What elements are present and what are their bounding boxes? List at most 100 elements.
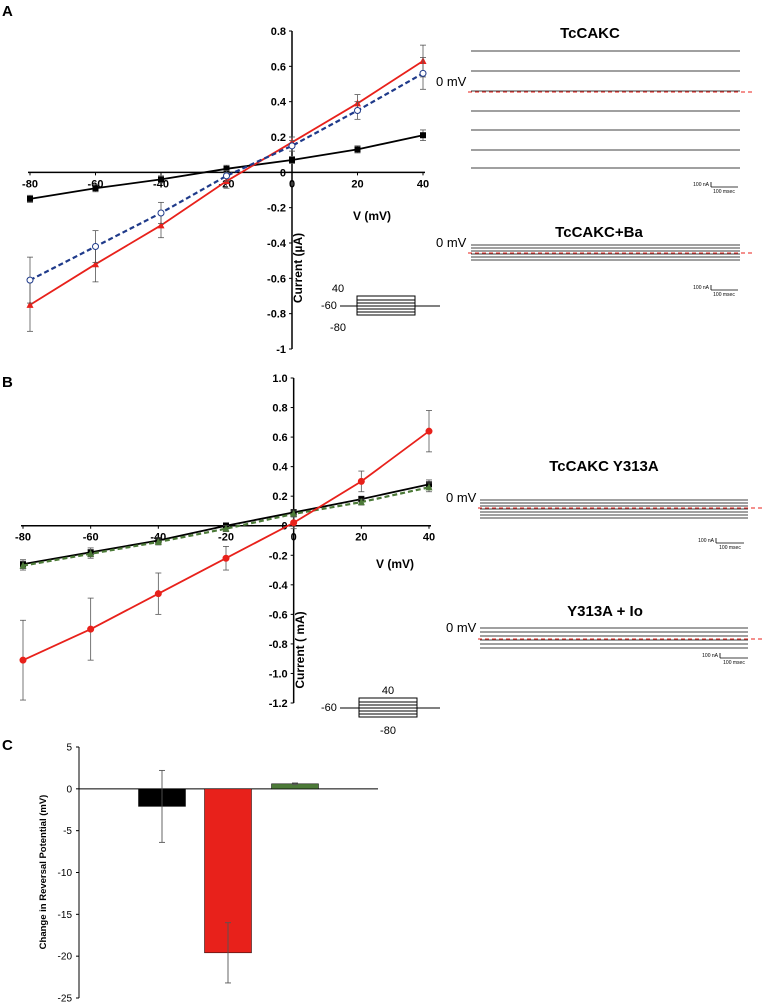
x-axis-label: V (mV) xyxy=(376,557,414,571)
data-point xyxy=(420,132,426,139)
zero-mv-label: 0 mV xyxy=(446,620,477,635)
y-tick-label: -0.2 xyxy=(269,550,288,562)
scale-time: 100 msec xyxy=(719,545,741,551)
data-point xyxy=(290,519,298,527)
y-axis-label: Current ( mA) xyxy=(293,611,307,688)
series-line xyxy=(22,430,430,661)
scale-bar: 100 nA 100 msec xyxy=(693,285,738,298)
data-point xyxy=(158,176,164,183)
data-point xyxy=(354,107,361,114)
x-tick-label: 40 xyxy=(423,532,435,544)
y-tick-label: -0.8 xyxy=(267,309,286,321)
zero-mv-label: 0 mV xyxy=(436,74,467,89)
y-tick-label: -0.4 xyxy=(269,580,289,592)
trace-panel-tccakc-ba: TcCAKC+Ba 0 mV 100 nA 100 msec xyxy=(436,224,754,298)
y-tick-label: 1.0 xyxy=(272,373,287,385)
scale-current: 100 nA xyxy=(698,538,715,544)
reversal-bar-chart: -25 -20 -15 -10 -5 0 5 Change in Reversal Poten… xyxy=(38,743,378,1005)
data-point xyxy=(222,554,230,562)
x-axis-label: V (mV) xyxy=(353,209,391,223)
y-tick-label: -1.0 xyxy=(269,668,288,680)
y-tick-label: 0.8 xyxy=(271,26,286,38)
y-tick-label: -0.2 xyxy=(267,203,286,215)
protocol-left-label: -60 xyxy=(321,300,337,312)
y-tick-label: 0.6 xyxy=(272,432,287,444)
x-tick-label: 0 xyxy=(289,178,295,190)
data-point xyxy=(425,427,433,435)
y-tick-label: -0.8 xyxy=(269,639,288,651)
x-tick-label: 20 xyxy=(355,532,367,544)
protocol-bottom-label: -80 xyxy=(380,725,396,737)
scale-current: 100 nA xyxy=(702,653,719,659)
data-point xyxy=(157,221,165,229)
x-tick-label: -80 xyxy=(22,178,38,190)
voltage-protocol-b: 40 -60 -80 xyxy=(321,685,440,737)
trace-title: Y313A + Io xyxy=(567,603,643,620)
protocol-left-label: -60 xyxy=(321,702,337,714)
iv-chart-b: -1.2 -1.0 -0.8 -0.6 -0.4 -0.20 0.2 0.4 0.6 0.8 1.0… xyxy=(15,373,435,710)
data-point xyxy=(154,537,162,545)
panel-label-b: B xyxy=(2,374,13,391)
y-axis-label: Current (µA) xyxy=(291,233,305,303)
x-tick-label: 20 xyxy=(351,178,363,190)
y-tick-label: -25 xyxy=(58,994,73,1005)
trace-panel-y313a: TcCAKC Y313A 0 mV 100 nA 100 msec xyxy=(446,458,764,551)
data-point xyxy=(19,561,27,569)
data-point xyxy=(419,69,427,77)
x-tick-label: -80 xyxy=(15,532,31,544)
protocol-steps xyxy=(340,697,440,718)
data-point xyxy=(288,142,296,150)
y-tick-label: 0 xyxy=(280,167,286,179)
zero-mv-label: 0 mV xyxy=(446,490,477,505)
x-tick-label: -40 xyxy=(153,178,169,190)
data-point xyxy=(357,498,365,506)
y-axis-label: Change in Reversal Potential (mV) xyxy=(38,795,49,950)
voltage-protocol-a: 40 -60 -80 -80 xyxy=(321,283,440,334)
scale-bar: 100 nA 100 msec xyxy=(693,182,738,195)
data-point xyxy=(154,590,162,598)
data-point xyxy=(92,185,99,192)
y-tick-label: -20 xyxy=(58,952,73,963)
scale-time: 100 msec xyxy=(713,292,735,298)
y-tick-label: -1.2 xyxy=(269,698,288,710)
x-tick-label: 0 xyxy=(291,532,297,544)
y-tick-label: -0.6 xyxy=(269,609,288,621)
data-point xyxy=(27,195,33,202)
scale-bar: 100 nA 100 msec xyxy=(698,538,744,551)
current-traces xyxy=(471,50,740,169)
iv-chart-a: -1 -0.8 -0.6 -0.4 -0.2 0 0.2 0.4 0.6 0.8 -80 -60 -40… xyxy=(22,26,429,356)
data-point xyxy=(354,146,361,153)
x-tick-label: 40 xyxy=(417,178,429,190)
x-tick-label: -60 xyxy=(83,532,99,544)
data-point xyxy=(357,477,365,485)
scale-current: 100 nA xyxy=(693,182,710,188)
y-tick-label: -1 xyxy=(276,344,286,356)
data-point xyxy=(92,260,99,268)
zero-mv-label: 0 mV xyxy=(436,235,467,250)
x-tick-label: -20 xyxy=(218,532,234,544)
data-point xyxy=(222,524,230,532)
protocol-steps xyxy=(340,295,440,316)
trace-panel-tccakc: TcCAKC 0 mV 100 nA 100 msec xyxy=(436,25,754,195)
y-tick-label: 0.2 xyxy=(272,491,287,503)
trace-title: TcCAKC xyxy=(560,25,620,42)
data-point xyxy=(290,509,298,517)
trace-title: TcCAKC+Ba xyxy=(555,224,643,241)
data-point xyxy=(157,209,165,217)
y-tick-label: 0.2 xyxy=(271,132,286,144)
y-tick-label: 0.6 xyxy=(271,61,286,73)
protocol-top-label: 40 xyxy=(382,685,394,697)
scale-bar: 100 nA 100 msec xyxy=(702,653,748,666)
y-tick-label: -15 xyxy=(58,910,73,921)
y-tick-label: 0.4 xyxy=(271,97,287,109)
y-tick-label: -0.4 xyxy=(267,238,287,250)
data-point xyxy=(26,300,34,308)
data-point xyxy=(289,156,295,163)
scale-time: 100 msec xyxy=(723,660,745,666)
current-traces xyxy=(471,244,740,261)
scale-current: 100 nA xyxy=(693,285,710,291)
scale-time: 100 msec xyxy=(713,189,735,195)
y-tick-label: 0.8 xyxy=(272,403,287,415)
data-point xyxy=(223,165,230,172)
